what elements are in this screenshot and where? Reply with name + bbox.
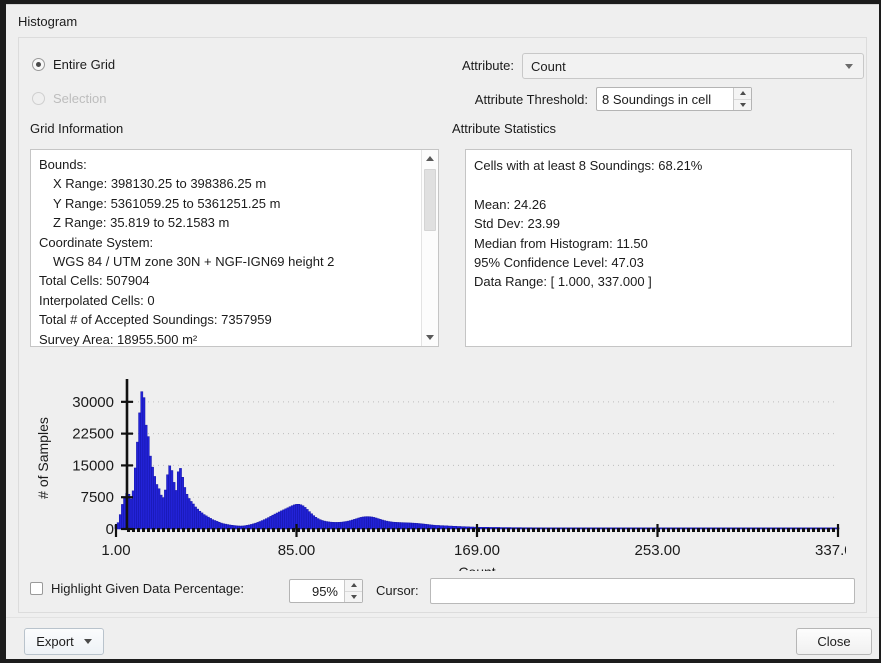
grid-info-line: Total Cells: 507904: [39, 273, 150, 289]
svg-text:169.00: 169.00: [454, 542, 500, 559]
attribute-threshold-stepper[interactable]: 8 Soundings in cell: [596, 87, 752, 111]
stat-line: Mean: 24.26: [474, 196, 547, 212]
grid-info-line: Total # of Accepted Soundings: 7357959: [39, 312, 272, 328]
cursor-label: Cursor:: [376, 583, 419, 598]
percentage-value[interactable]: 95%: [311, 583, 338, 599]
grid-info-line: Bounds:: [39, 157, 87, 172]
triangle-up-icon: [426, 156, 434, 161]
highlight-percentage-checkbox[interactable]: [30, 582, 43, 595]
close-button-label: Close: [817, 634, 851, 649]
svg-text:253.00: 253.00: [635, 542, 681, 559]
svg-text:337.00: 337.00: [815, 542, 846, 559]
stat-line: Median from Histogram: 11.50: [474, 235, 648, 251]
radio-selection-indicator: [32, 92, 45, 105]
scroll-down-button[interactable]: [422, 329, 438, 346]
stat-line: Cells with at least 8 Soundings: 68.21%: [474, 158, 703, 173]
grid-info-line: Y Range: 5361059.25 to 5361251.25 m: [53, 195, 281, 211]
scroll-up-button[interactable]: [422, 150, 438, 167]
percentage-stepper[interactable]: 95%: [289, 579, 363, 603]
spin-up-button[interactable]: [734, 88, 751, 100]
highlight-percentage-label: Highlight Given Data Percentage:: [51, 581, 244, 596]
triangle-up-icon: [739, 91, 746, 96]
attribute-statistics-caption: Attribute Statistics: [452, 121, 557, 136]
histogram-dialog: Histogram Entire Grid Selection Attribut…: [6, 4, 879, 659]
svg-text:0: 0: [106, 521, 114, 538]
attribute-threshold-value[interactable]: 8 Soundings in cell: [602, 91, 712, 107]
stat-line-spacer: [474, 175, 851, 194]
grid-information-caption: Grid Information: [30, 121, 124, 136]
svg-text:1.00: 1.00: [101, 542, 130, 559]
svg-text:85.00: 85.00: [278, 542, 316, 559]
export-button-label: Export: [36, 634, 74, 649]
svg-text:30000: 30000: [72, 394, 114, 411]
dialog-title: Histogram: [18, 14, 78, 29]
radio-entire-grid[interactable]: Entire Grid: [32, 57, 115, 72]
close-button[interactable]: Close: [796, 628, 872, 655]
scrollbar-thumb[interactable]: [424, 169, 436, 231]
grid-info-line: Survey Area: 18955.500 m²: [39, 331, 198, 347]
triangle-down-icon: [739, 102, 746, 107]
cursor-input[interactable]: [430, 578, 855, 604]
highlight-percentage-row[interactable]: Highlight Given Data Percentage:: [30, 581, 244, 596]
stat-line: 95% Confidence Level: 47.03: [474, 255, 644, 271]
percentage-spin-buttons[interactable]: [344, 580, 362, 602]
grid-information-scrollbar[interactable]: [421, 150, 438, 346]
grid-info-line: X Range: 398130.25 to 398386.25 m: [53, 176, 267, 192]
attribute-threshold-label: Attribute Threshold:: [474, 92, 588, 107]
attribute-select-value: Count: [531, 58, 566, 74]
triangle-down-icon: [426, 335, 434, 340]
svg-text:Count: Count: [458, 564, 495, 571]
stat-line: Std Dev: 23.99: [474, 216, 560, 232]
grid-info-line: Z Range: 35.819 to 52.1583 m: [53, 215, 230, 231]
histogram-plot: 0 7500 15000 22500 30000 1.00 85.00 169.00 253.0…: [35, 379, 846, 571]
stat-line: Data Range: [ 1.000, 337.000 ]: [474, 274, 652, 290]
radio-selection: Selection: [32, 91, 106, 106]
grid-information-box[interactable]: Bounds: X Range: 398130.25 to 398386.25 …: [30, 149, 439, 347]
svg-text:15000: 15000: [72, 457, 114, 474]
grid-info-line: WGS 84 / UTM zone 30N + NGF-IGN69 height…: [53, 254, 335, 270]
triangle-up-icon: [350, 583, 357, 588]
scrollbar-track[interactable]: [422, 167, 438, 329]
svg-text:22500: 22500: [72, 426, 114, 443]
grid-info-line: Coordinate System:: [39, 234, 154, 250]
attribute-threshold-spin-buttons[interactable]: [733, 88, 751, 110]
chevron-down-icon: [83, 639, 92, 644]
attribute-select[interactable]: Count: [522, 53, 864, 79]
footer-divider: [6, 617, 879, 618]
radio-selection-label: Selection: [53, 91, 107, 106]
export-button[interactable]: Export: [24, 628, 104, 655]
svg-text:7500: 7500: [81, 489, 114, 506]
spin-down-button[interactable]: [345, 592, 362, 603]
radio-entire-grid-label: Entire Grid: [53, 57, 116, 72]
triangle-down-icon: [350, 594, 357, 599]
radio-entire-grid-indicator[interactable]: [32, 58, 45, 71]
spin-down-button[interactable]: [734, 100, 751, 111]
attribute-label: Attribute:: [461, 58, 514, 73]
svg-text:# of Samples: # of Samples: [35, 417, 51, 499]
histogram-chart[interactable]: 0 7500 15000 22500 30000 1.00 85.00 169.00 253.0…: [26, 371, 846, 571]
spin-up-button[interactable]: [345, 580, 362, 592]
grid-info-line: Interpolated Cells: 0: [39, 292, 155, 308]
attribute-statistics-box: Cells with at least 8 Soundings: 68.21% …: [465, 149, 852, 347]
chevron-down-icon: [845, 63, 853, 69]
